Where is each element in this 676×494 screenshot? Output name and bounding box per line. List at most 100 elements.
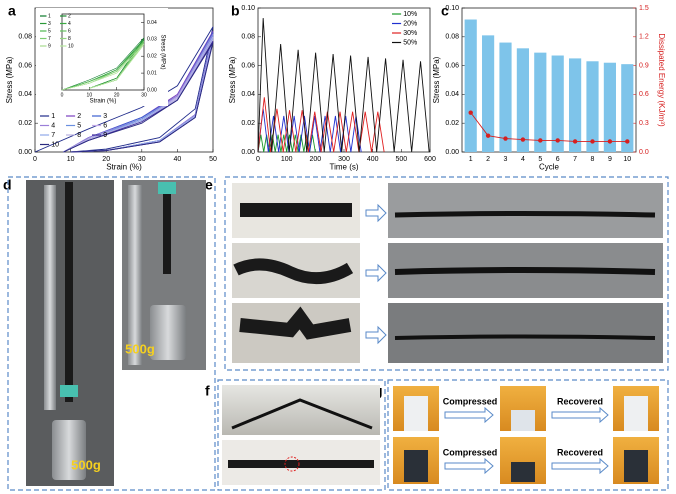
y-tick-label: 0.08 [445, 34, 459, 41]
x-tick-label: 30 [138, 156, 146, 163]
y-tick-label: 0.00 [445, 149, 459, 156]
process-label: Compressed [443, 396, 498, 406]
legend-label: 1 [51, 113, 55, 120]
x-tick-label: 20 [114, 92, 120, 98]
y-tick-label: 0.01 [147, 70, 157, 76]
legend-label: 6 [68, 28, 71, 34]
bar [586, 61, 599, 152]
legend-label: 7 [51, 132, 55, 139]
weight-label: 500g [125, 341, 155, 356]
line [63, 42, 214, 153]
process-label: Compressed [443, 447, 498, 457]
line [61, 44, 145, 91]
marker [625, 139, 630, 144]
y-tick-label: 0.10 [241, 5, 255, 12]
bar [516, 48, 529, 152]
x-tick-label: 10 [87, 92, 93, 98]
legend-label: 5 [77, 122, 81, 129]
legend-label: 3 [48, 21, 51, 27]
y-axis-label: Stress (MPa) [159, 34, 165, 69]
marker [590, 139, 595, 144]
panel-label: a [8, 3, 16, 19]
x-tick-label: 0 [33, 156, 37, 163]
legend-label: 9 [48, 43, 51, 49]
marker [572, 139, 578, 144]
marker [520, 137, 526, 142]
legend-label: 4 [68, 21, 71, 27]
plot-frame [61, 13, 145, 91]
y2-tick-label: 0.9 [639, 62, 649, 69]
y2-tick-label: 0.3 [639, 120, 649, 127]
photo [232, 183, 663, 363]
y-tick-label: 0.08 [18, 34, 32, 41]
y-tick-label: 0.04 [18, 91, 32, 98]
marker [503, 136, 508, 141]
x-tick-label: 5 [538, 156, 542, 163]
x-tick-label: 200 [309, 156, 321, 163]
y-tick-label: 0.02 [18, 120, 32, 127]
y-tick-label: 0.00 [147, 87, 157, 93]
x-axis-label: Time (s) [329, 163, 358, 172]
legend-label: 30% [403, 30, 417, 37]
y-axis-label: Stress (MPa) [432, 56, 441, 103]
plot-frame [461, 7, 637, 153]
legend-label: 5 [48, 28, 51, 34]
legend-label: 2 [68, 13, 71, 19]
panel-label: e [205, 177, 213, 193]
panel-label: b [231, 3, 240, 19]
y-tick-label: 0.04 [241, 91, 255, 98]
bar [621, 64, 634, 152]
x-tick-label: 3 [504, 156, 508, 163]
x-tick-label: 1 [469, 156, 473, 163]
panel-label: d [3, 177, 12, 193]
line [34, 26, 214, 153]
marker [607, 139, 613, 144]
y-tick-label: 0.04 [445, 91, 459, 98]
bar [551, 55, 564, 152]
y-tick-label: 0.03 [147, 37, 157, 43]
legend-label: 4 [51, 122, 55, 129]
legend-label: 3 [103, 113, 107, 120]
photo [26, 180, 206, 486]
x-tick-label: 8 [591, 156, 595, 163]
panel-frame [217, 379, 386, 491]
x-tick-label: 400 [367, 156, 379, 163]
panel-frame [387, 379, 669, 491]
y2-tick-label: 0.6 [639, 91, 649, 98]
line [257, 97, 385, 153]
y-tick-label: 0.00 [241, 149, 255, 156]
x-tick-label: 9 [608, 156, 612, 163]
marker [485, 133, 491, 138]
panel-label: f [205, 383, 210, 399]
bar [464, 19, 477, 152]
y2-axis-label: Dissipated Energy (KJ/m³) [657, 33, 666, 127]
legend-label: 2 [77, 113, 81, 120]
bar [534, 52, 547, 152]
x-tick-label: 30 [141, 92, 147, 98]
y-tick-label: 0.02 [445, 120, 459, 127]
line [63, 38, 214, 153]
bar [499, 42, 512, 153]
y-tick-label: 0.04 [147, 20, 157, 26]
legend-label: 50% [403, 39, 417, 46]
legend-label: 7 [48, 36, 51, 42]
photo [393, 386, 659, 484]
x-tick-label: 100 [281, 156, 293, 163]
x-tick-label: 0 [256, 156, 260, 163]
legend-label: 8 [77, 132, 81, 139]
legend-label: 6 [103, 122, 107, 129]
legend-label: 9 [103, 132, 107, 139]
y-tick-label: 0.00 [18, 149, 32, 156]
y-axis-label: Stress (MPa) [5, 56, 14, 103]
bar [603, 62, 616, 152]
x-tick-label: 20 [102, 156, 110, 163]
process-label: Recovered [557, 447, 603, 457]
legend-label: 20% [403, 20, 417, 27]
panel-frame [7, 176, 216, 491]
x-tick-label: 2 [486, 156, 490, 163]
line [257, 18, 430, 153]
y2-tick-label: 1.2 [639, 34, 649, 41]
x-tick-label: 40 [174, 156, 182, 163]
process-label: Recovered [557, 396, 603, 406]
